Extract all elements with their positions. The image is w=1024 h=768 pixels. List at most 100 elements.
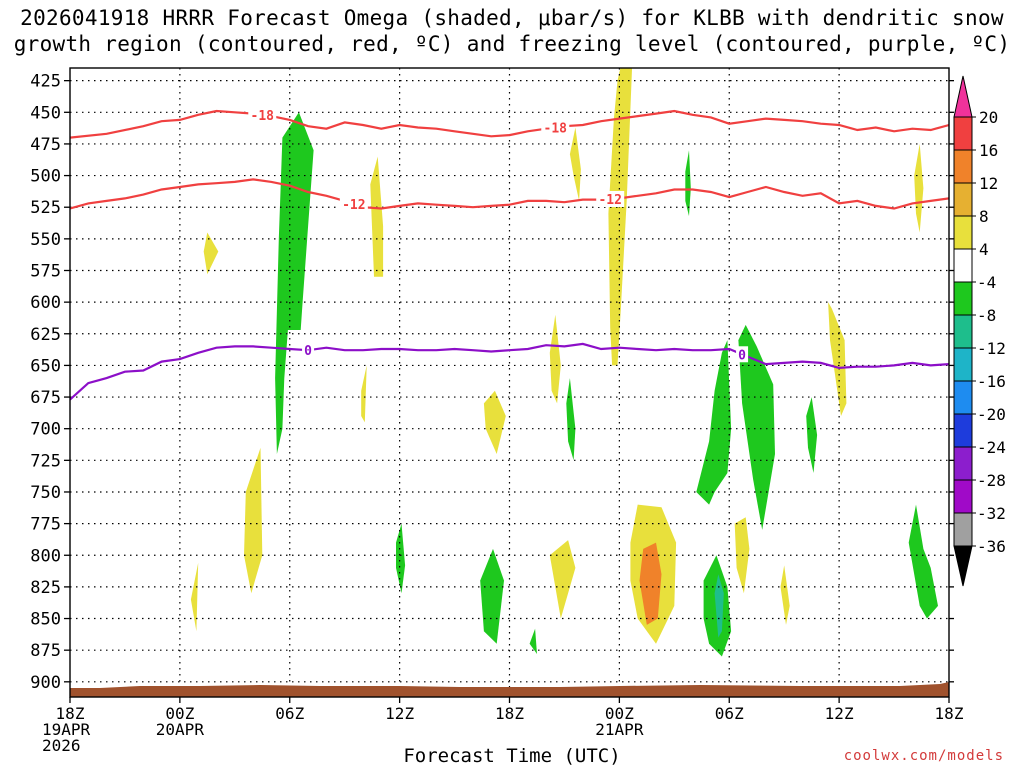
- colorbar-label-12: -32: [977, 504, 1006, 523]
- y-tick-label-4: 525: [30, 198, 61, 218]
- colorbar-label-1: 16: [979, 141, 998, 160]
- contour-minus12-1: [70, 178, 949, 210]
- omega-region-14: [529, 628, 537, 654]
- y-tick-label-8: 625: [30, 325, 61, 345]
- pressure-axis: 425 450 475 500 525 550 575 600 625 650 675 700 725 7…: [30, 72, 954, 693]
- contour-label-bg-0-0: [248, 106, 277, 123]
- contour-0-2: [70, 342, 949, 401]
- colorbar-top-arrow: [953, 75, 973, 118]
- y-tick-label-5: 550: [30, 230, 61, 250]
- y-tick-label-9: 650: [30, 356, 61, 376]
- colorbar-box-2: [953, 149, 973, 184]
- y-tick-label-2: 475: [30, 135, 61, 155]
- colorbar-label-7: -12: [977, 339, 1006, 358]
- y-tick-label-17: 850: [30, 610, 61, 630]
- omega-region-8: [480, 548, 504, 644]
- y-tick-label-15: 800: [30, 546, 61, 566]
- colorbar-label-13: -36: [977, 537, 1006, 556]
- colorbar-box-11: [953, 446, 973, 481]
- y-tick-label-10: 675: [30, 388, 61, 408]
- colorbar-box-1: [953, 116, 973, 151]
- x-tick-label-6-0: 06Z: [715, 704, 744, 723]
- omega-region-9: [549, 314, 561, 404]
- y-tick-label-19: 900: [30, 673, 61, 693]
- x-tick-label-4-0: 18Z: [495, 704, 524, 723]
- colorbar-box-6: [953, 281, 973, 316]
- omega-region-0: [203, 232, 219, 275]
- omega-region-21: [738, 324, 775, 530]
- colorbar-label-9: -20: [977, 405, 1006, 424]
- y-tick-label-6: 575: [30, 261, 61, 281]
- x-tick-label-7-0: 12Z: [825, 704, 854, 723]
- omega-region-1: [275, 112, 314, 455]
- colorbar-box-9: [953, 380, 973, 415]
- colorbar-box-10: [953, 413, 973, 448]
- omega-region-12: [608, 68, 633, 366]
- contour-minus18-0: [70, 109, 949, 139]
- colorbar-box-12: [953, 479, 973, 514]
- omega-region-25: [828, 302, 847, 416]
- x-tick-label-3-0: 12Z: [385, 704, 414, 723]
- colorbar-label-11: -28: [977, 471, 1006, 490]
- terrain-surface: [70, 682, 949, 697]
- colorbar-label-2: 12: [979, 174, 998, 193]
- contour-label-bg-2-0: [302, 342, 315, 359]
- x-axis-title: Forecast Time (UTC): [403, 745, 621, 767]
- chart-title-line-2: growth region (contoured, red, ºC) and f…: [13, 32, 1011, 56]
- x-tick-label-5-0: 00Z: [605, 704, 634, 723]
- colorbar-label-6: -8: [977, 306, 996, 325]
- contour-label-0-0: -18: [251, 109, 275, 124]
- plot-background: [70, 68, 949, 697]
- colorbar-bottom-arrow: [953, 545, 973, 587]
- y-tick-label-18: 875: [30, 641, 61, 661]
- chart-title-line-1: 2026041918 HRRR Forecast Omega (shaded, …: [20, 6, 1004, 30]
- omega-region-7: [483, 390, 506, 454]
- y-tick-label-16: 825: [30, 578, 61, 598]
- y-tick-label-12: 725: [30, 451, 61, 471]
- y-tick-label-1: 450: [30, 103, 61, 123]
- x-tick-label-1-0: 00Z: [165, 704, 194, 723]
- omega-region-4: [370, 156, 384, 277]
- colorbar-box-13: [953, 512, 973, 547]
- omega-region-20: [685, 150, 691, 217]
- omega-region-10: [566, 378, 576, 461]
- y-tick-label-14: 775: [30, 515, 61, 535]
- omega-region-23: [780, 565, 790, 625]
- omega-region-26: [908, 504, 938, 619]
- colorbar-label-10: -24: [977, 438, 1006, 457]
- omega-colorbar: 20 16 12 8 4 -4 -8 -12 -16 -20 -24 -28 -32 -36: [953, 75, 1006, 587]
- omega-region-16: [639, 542, 662, 625]
- contour-label-1-0: -12: [342, 198, 365, 213]
- contour-label-0-1: -18: [544, 121, 568, 136]
- colorbar-label-4: 4: [979, 240, 989, 259]
- omega-region-11: [569, 127, 581, 201]
- x-tick-label-5-1: 21APR: [595, 720, 644, 739]
- colorbar-box-7: [953, 314, 973, 349]
- colorbar-label-3: 8: [979, 207, 989, 226]
- gridlines: [70, 68, 949, 697]
- omega-region-13: [549, 540, 576, 619]
- omega-region-6: [396, 523, 406, 594]
- y-tick-label-3: 500: [30, 167, 61, 187]
- plot-area: [70, 68, 949, 697]
- colorbar-box-5: [953, 248, 973, 283]
- colorbar-box-4: [953, 215, 973, 250]
- y-tick-label-7: 600: [30, 293, 61, 313]
- contour-label-1-1: -12: [598, 193, 621, 208]
- omega-region-27: [914, 143, 924, 233]
- credit-link[interactable]: coolwx.com/models: [843, 748, 1004, 764]
- colorbar-label-5: -4: [977, 273, 996, 292]
- contour-label-2-0: 0: [304, 344, 312, 359]
- omega-region-19: [714, 574, 724, 638]
- colorbar-box-8: [953, 347, 973, 382]
- omega-region-17: [696, 340, 732, 505]
- x-tick-label-0-1: 19APR: [42, 720, 91, 739]
- contour-label-bg-1-0: [339, 196, 368, 213]
- omega-region-3: [190, 562, 199, 632]
- contour-label-2-1: 0: [738, 348, 746, 363]
- omega-region-24: [806, 397, 818, 473]
- x-tick-label-0-0: 18Z: [56, 704, 85, 723]
